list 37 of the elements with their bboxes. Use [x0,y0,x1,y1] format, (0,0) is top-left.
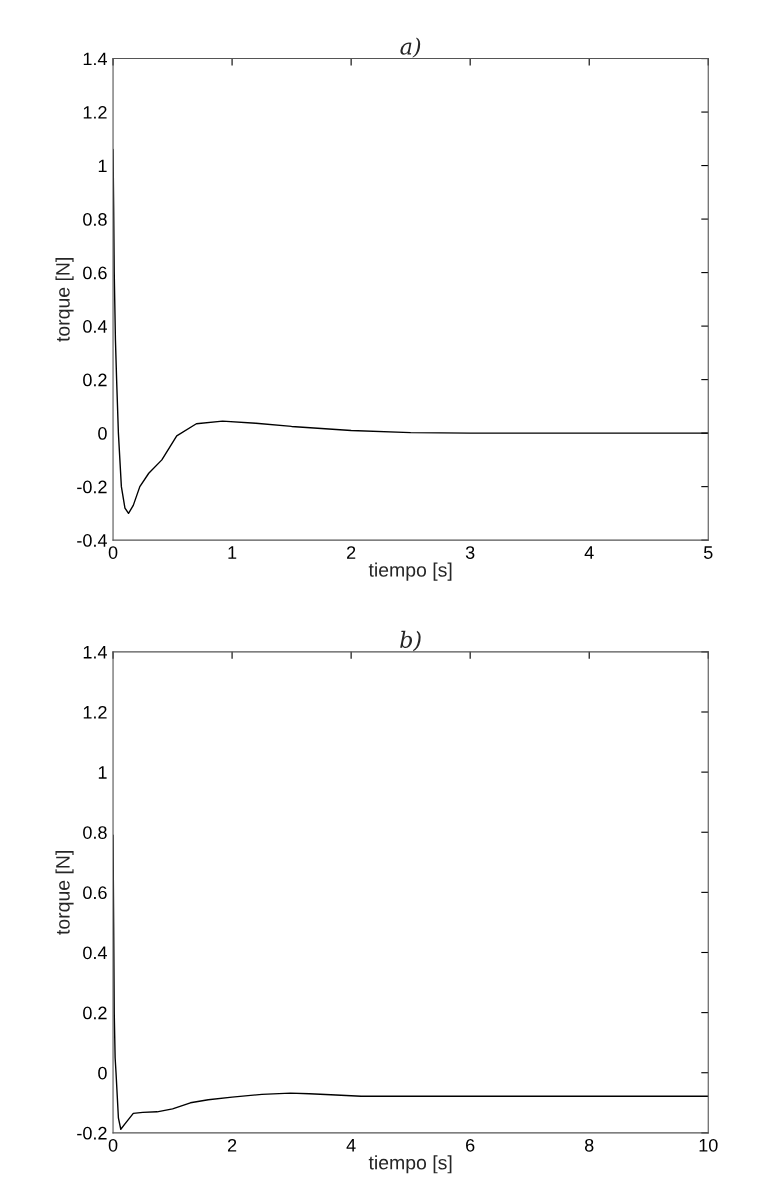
chart-title: b) [400,630,421,652]
x-tick-label: 0 [108,546,118,559]
y-tick-label: 0.8 [83,826,107,839]
x-tick-label: 10 [699,1138,718,1152]
y-tick-label: 0.4 [83,320,107,333]
x-tick-label: 0 [108,1138,118,1152]
x-tick-label: 8 [584,1138,594,1152]
y-tick-label: 1.4 [83,52,107,66]
y-tick-label: 1.2 [83,705,107,719]
y-tick-label: 0.2 [83,1006,107,1020]
y-axis-title: torque [N] [55,851,74,935]
y-tick-label: 0 [98,1066,107,1080]
y-tick-label: 0.4 [83,946,107,960]
x-tick-label: 5 [703,546,713,559]
x-tick-label: 2 [227,1138,237,1152]
y-tick-label: 1.4 [83,645,107,659]
x-tick-label: 4 [584,546,594,559]
x-tick-label: 2 [347,546,356,559]
y-tick-label: -0.4 [77,534,107,547]
y-tick-label: -0.2 [77,480,107,494]
y-tick-label: 0.8 [83,213,107,226]
y-tick-label: 0.6 [83,886,107,900]
y-tick-label: 1 [98,159,107,173]
x-tick-label: 3 [465,546,475,559]
y-tick-label: 1 [98,766,107,779]
x-tick-label: 6 [466,1138,475,1152]
chart-title: a) [400,37,421,58]
x-axis-title: tiempo [s] [368,1155,452,1174]
x-tick-label: 1 [228,546,237,559]
y-tick-label: 0 [98,427,107,440]
y-tick-label: 1.2 [83,106,107,119]
y-tick-label: 0.2 [83,373,107,387]
x-axis-title: tiempo [s] [368,562,452,581]
y-axis-title: torque [N] [55,258,74,342]
y-tick-label: 0.6 [83,266,107,280]
y-tick-label: -0.2 [77,1126,107,1140]
x-tick-label: 4 [346,1139,356,1152]
